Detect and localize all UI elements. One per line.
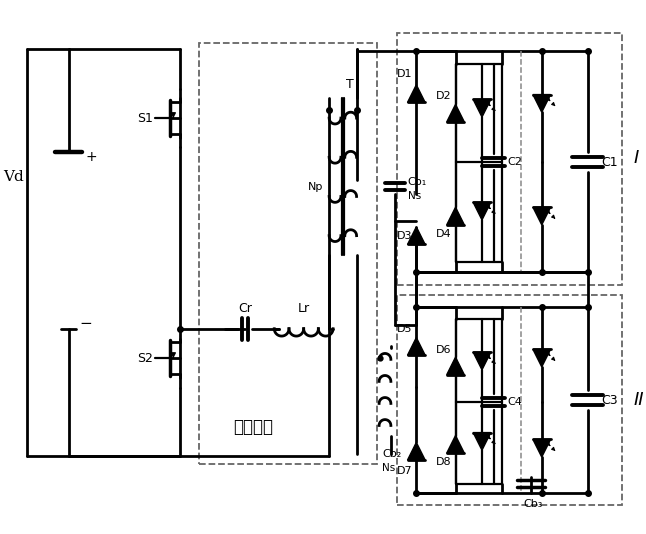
Text: D2: D2	[436, 91, 452, 100]
Polygon shape	[408, 227, 425, 245]
Text: Np: Np	[308, 182, 323, 192]
Text: C3: C3	[601, 394, 618, 407]
Text: Ns: Ns	[408, 192, 421, 201]
Text: D6: D6	[436, 345, 452, 355]
Text: −: −	[79, 316, 92, 331]
Polygon shape	[446, 436, 464, 453]
Polygon shape	[408, 85, 425, 103]
Polygon shape	[533, 95, 550, 112]
Polygon shape	[533, 349, 550, 367]
Text: D4: D4	[436, 229, 452, 239]
Polygon shape	[446, 104, 464, 122]
Polygon shape	[533, 207, 550, 225]
Polygon shape	[533, 439, 550, 457]
Text: 谐振网络: 谐振网络	[233, 418, 273, 436]
Text: Ns: Ns	[382, 463, 395, 473]
Polygon shape	[408, 337, 425, 355]
Text: +: +	[85, 150, 97, 164]
Text: I: I	[634, 149, 639, 167]
Text: D8: D8	[436, 457, 452, 467]
Text: D7: D7	[397, 466, 412, 476]
Text: Cr: Cr	[238, 302, 252, 315]
Text: Cb₂: Cb₂	[382, 449, 401, 459]
Text: Cb₁: Cb₁	[408, 177, 427, 187]
Text: C1: C1	[601, 156, 618, 169]
Polygon shape	[473, 202, 491, 220]
Polygon shape	[473, 433, 491, 450]
Polygon shape	[408, 442, 425, 460]
Text: D3: D3	[397, 231, 412, 241]
Polygon shape	[473, 99, 491, 117]
Text: S1: S1	[137, 112, 153, 124]
Text: T: T	[346, 77, 353, 91]
Polygon shape	[446, 357, 464, 375]
Text: Lr: Lr	[298, 302, 309, 315]
Polygon shape	[473, 352, 491, 370]
Text: S2: S2	[137, 351, 153, 365]
Text: Vd: Vd	[3, 170, 23, 184]
Text: C4: C4	[508, 397, 523, 407]
Polygon shape	[446, 207, 464, 225]
Text: Cb₃: Cb₃	[523, 499, 543, 509]
Text: II: II	[634, 391, 644, 409]
Text: C2: C2	[508, 157, 523, 167]
Text: D5: D5	[397, 324, 412, 334]
Text: D1: D1	[397, 69, 412, 79]
